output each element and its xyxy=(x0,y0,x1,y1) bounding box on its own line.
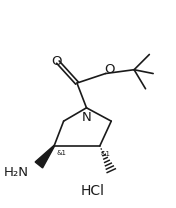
Text: HCl: HCl xyxy=(80,184,104,198)
Text: &1: &1 xyxy=(56,150,66,156)
Text: N: N xyxy=(82,111,91,124)
Text: H₂N: H₂N xyxy=(3,166,28,179)
Text: O: O xyxy=(52,55,62,68)
Text: &1: &1 xyxy=(101,151,111,157)
Polygon shape xyxy=(35,146,55,168)
Text: O: O xyxy=(104,63,115,76)
